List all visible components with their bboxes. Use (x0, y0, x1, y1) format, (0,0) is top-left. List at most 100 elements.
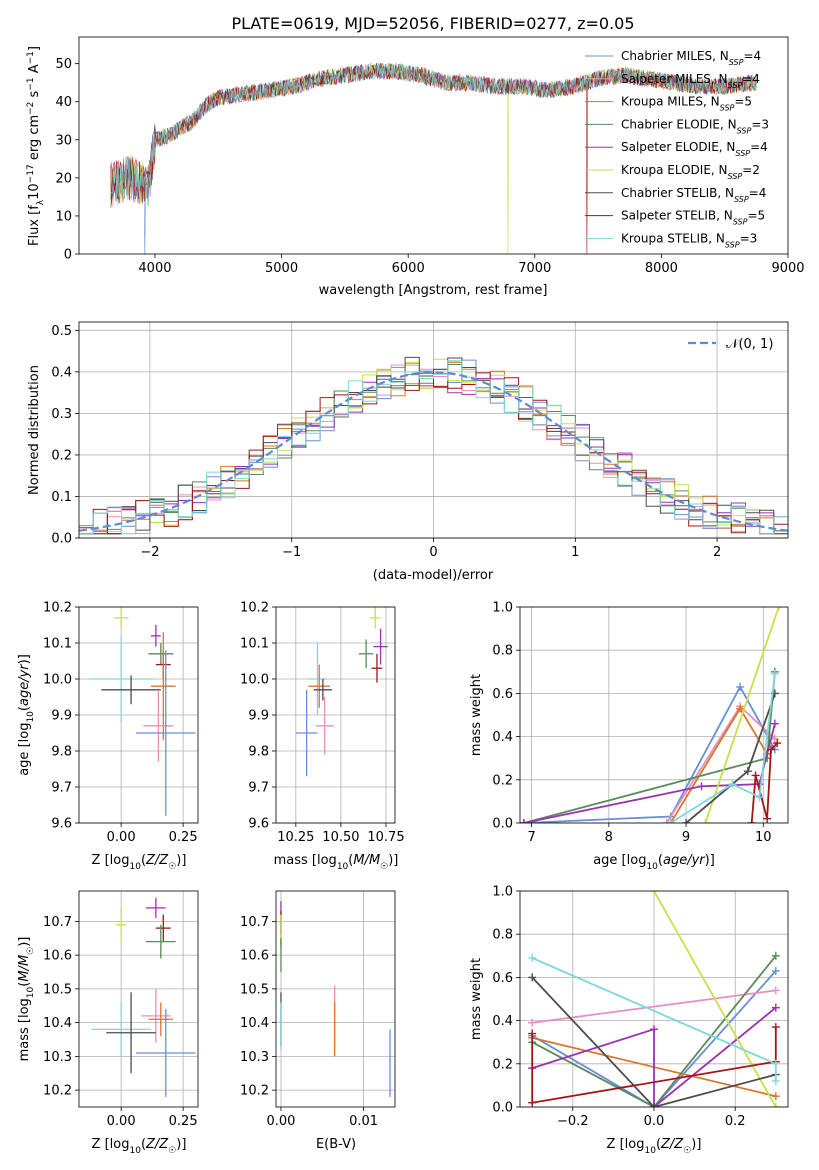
y-tick-label: 10.5 (240, 982, 269, 997)
weight-marker (771, 1092, 780, 1101)
weight-marker (520, 819, 528, 823)
x-tick-label: 10 (755, 830, 772, 845)
x-axis-label: (data-model)/error (373, 568, 494, 583)
label-part: ( (656, 1137, 661, 1152)
weight-marker (743, 767, 752, 776)
legend-sub: SSP (725, 240, 740, 249)
y-tick-label: 0.4 (51, 365, 72, 380)
weight-marker (771, 951, 780, 960)
label-part: 10 (26, 986, 36, 998)
legend-label: Kroupa MILES, NSSP=5 (621, 95, 752, 113)
y-tick-label: 0.1 (51, 490, 72, 505)
legend-sub: SSP (728, 172, 743, 181)
x-axis-label: Z [log10(Z/Z☉)] (92, 853, 187, 872)
axes-frame (78, 890, 199, 1108)
label-part: ( (141, 853, 146, 868)
legend-sub: SSP (734, 194, 749, 203)
figure-title: PLATE=0619, MJD=52056, FIBERID=0277, z=0… (231, 14, 634, 33)
y-tick-label: 9.8 (248, 745, 269, 760)
y-tick-label: 10.0 (43, 673, 72, 688)
label-part: age/yr (663, 853, 706, 868)
x-tick-label: 5000 (265, 261, 298, 276)
legend-suffix: =5 (734, 95, 752, 109)
weight-marker (751, 771, 760, 780)
x-tick-label: 1 (571, 545, 579, 560)
y-tick-label: 9.7 (51, 781, 72, 796)
y-tick-label: 0.6 (492, 971, 513, 986)
legend-label: Salpeter ELODIE, NSSP=4 (621, 140, 768, 158)
weight-marker (771, 1059, 780, 1068)
weight-marker (755, 793, 764, 802)
weight-marker (736, 682, 745, 691)
axes-frame (275, 606, 396, 824)
x-tick-label: −1 (282, 545, 301, 560)
age_vs_mass-axes: 10.25 10.50 10.75 9.6 9.7 9.8 9.9 10.0 10.1 10.2 m… (240, 601, 405, 873)
x-tick-label: −0.2 (557, 1114, 589, 1129)
x-tick-label: 0.2 (725, 1114, 746, 1129)
weight-series (531, 955, 777, 1107)
histogram-series (79, 372, 788, 535)
spectrum-lines (110, 62, 757, 254)
weight-series (531, 970, 777, 1107)
spectrum-series (110, 63, 757, 204)
label-part: −1 (26, 77, 36, 90)
legend-sub: SSP (729, 58, 744, 67)
weight-marker (528, 1018, 537, 1027)
y-tick-label: 20 (55, 171, 72, 186)
label-part: Z [log (92, 853, 130, 868)
weight-marker (528, 953, 537, 962)
legend-suffix: =4 (750, 140, 768, 154)
y-tick-label: 10.6 (240, 949, 269, 964)
legend-suffix: =3 (751, 117, 769, 131)
spectrum-series (110, 63, 757, 254)
y-axis-label: age [log10(age/yr)] (17, 654, 36, 776)
legend-text: Kroupa MILES, N (621, 95, 720, 109)
weight-marker (682, 819, 691, 823)
label-part: ( (348, 853, 353, 868)
weight-series (531, 976, 777, 1107)
legend-suffix: =5 (747, 209, 765, 223)
legend-suffix: =3 (740, 231, 758, 245)
y-tick-label: 1.0 (492, 601, 513, 616)
weight-marker (771, 1103, 780, 1107)
weight-marker (528, 1029, 537, 1038)
weight-marker (650, 1025, 658, 1034)
x-tick-label: 10.50 (322, 830, 359, 845)
y-tick-label: 0.5 (51, 324, 72, 339)
weight-series (704, 607, 780, 823)
legend-label: Chabrier ELODIE, NSSP=3 (621, 117, 769, 135)
histogram-series (79, 356, 788, 535)
legend-text: Kroupa ELODIE, N (621, 163, 728, 177)
y-tick-label: 0.4 (492, 1014, 513, 1029)
legend-label: Kroupa STELIB, NSSP=3 (621, 231, 757, 249)
x-tick-label: 0.25 (169, 1114, 198, 1129)
y-tick-label: 10.6 (43, 949, 72, 964)
y-tick-label: 1.0 (492, 885, 513, 900)
weight-marker (736, 704, 745, 713)
errorbars (91, 897, 196, 1097)
label-part: )] (388, 853, 398, 868)
x-axis-label: mass [log10(M/M☉)] (274, 853, 399, 872)
weight-lines (520, 607, 783, 823)
legend-text: Chabrier MILES, N (621, 49, 729, 63)
label-part: )] (176, 1137, 186, 1152)
legend-label: Chabrier MILES, NSSP=4 (621, 49, 761, 67)
weight_vs_Z-axes: −0.2 0.0 0.2 0.0 0.2 0.4 0.6 0.8 1.0 Z [log10(Z/Z… (469, 885, 789, 1156)
residuals-axes: −2 −1 0 1 2 0.0 0.1 0.2 0.3 0.4 0.5 𝒩(0, 1) (data-mo… (27, 321, 789, 583)
label-part: 10 (26, 711, 36, 723)
legend-suffix: =2 (742, 163, 760, 177)
x-tick-label: 0.00 (266, 1114, 295, 1129)
label-part: Z [log (607, 1137, 645, 1152)
weight-marker (728, 780, 737, 789)
y-axis-label: Normed distribution (27, 365, 42, 495)
y-tick-label: 0.0 (492, 817, 513, 832)
y-tick-label: 10 (55, 209, 72, 224)
x-tick-label: 7000 (518, 261, 551, 276)
label-part: Z/Z (145, 1137, 169, 1152)
weight-marker (774, 607, 783, 611)
weight-series (532, 989, 776, 1024)
y-tick-label: 10.2 (43, 601, 72, 616)
legend-suffix: =4 (749, 186, 767, 200)
label-part: )] (705, 853, 715, 868)
